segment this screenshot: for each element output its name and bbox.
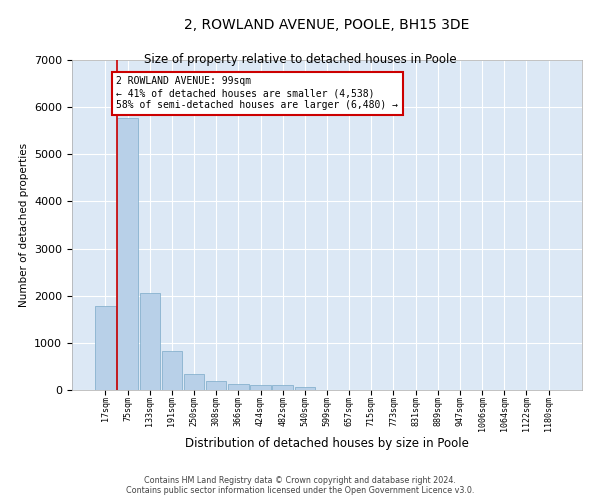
Bar: [295, 386, 315, 390]
Bar: [161, 352, 182, 390]
Bar: [140, 293, 160, 390]
Title: 2, ROWLAND AVENUE, POOLE, BH15 3DE: 2, ROWLAND AVENUE, POOLE, BH15 3DE: [184, 18, 470, 32]
Text: Contains HM Land Registry data © Crown copyright and database right 2024.
Contai: Contains HM Land Registry data © Crown c…: [126, 476, 474, 495]
Bar: [95, 306, 116, 390]
Bar: [206, 381, 226, 390]
Text: Size of property relative to detached houses in Poole: Size of property relative to detached ho…: [143, 52, 457, 66]
Bar: [184, 374, 204, 390]
X-axis label: Distribution of detached houses by size in Poole: Distribution of detached houses by size …: [185, 437, 469, 450]
Bar: [272, 386, 293, 390]
Y-axis label: Number of detached properties: Number of detached properties: [19, 143, 29, 307]
Bar: [250, 385, 271, 390]
Text: 2 ROWLAND AVENUE: 99sqm
← 41% of detached houses are smaller (4,538)
58% of semi: 2 ROWLAND AVENUE: 99sqm ← 41% of detache…: [116, 76, 398, 110]
Bar: [118, 118, 138, 390]
Bar: [228, 384, 248, 390]
